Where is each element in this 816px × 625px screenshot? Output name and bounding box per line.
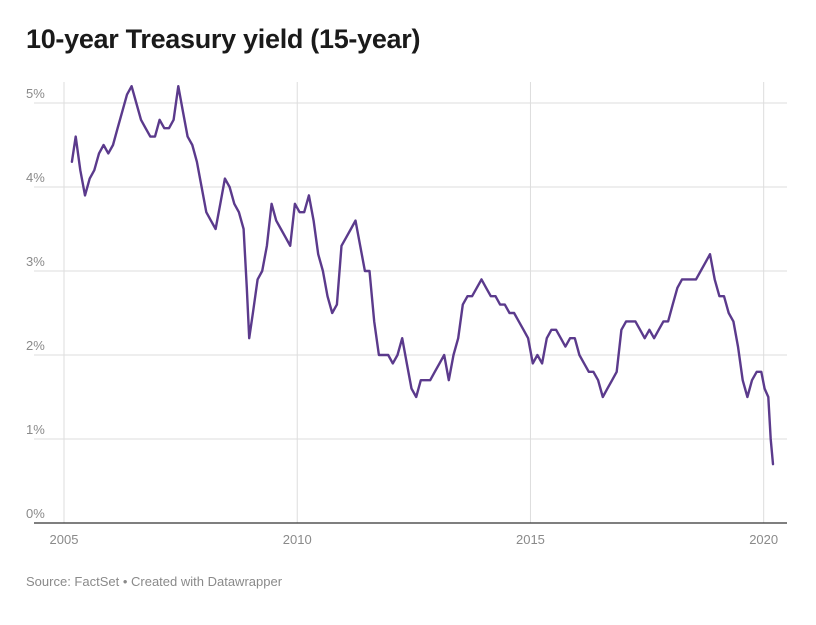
source-text: Source: FactSet (26, 574, 120, 589)
x-tick-label: 2015 (516, 532, 545, 547)
x-tick-label: 2020 (749, 532, 778, 547)
y-tick-label: 1% (26, 422, 45, 437)
chart-title: 10-year Treasury yield (15-year) (26, 24, 421, 54)
x-tick-label: 2005 (50, 532, 79, 547)
y-axis-tick-labels: 0% 1% 2% 3% 4% 5% (26, 86, 45, 521)
y-tick-label: 4% (26, 170, 45, 185)
x-tick-label: 2010 (283, 532, 312, 547)
yield-series-line (70, 85, 775, 466)
y-tick-label: 3% (26, 254, 45, 269)
chart-footer: Source: FactSet • Created with Datawrapp… (26, 574, 282, 589)
y-tick-label: 0% (26, 506, 45, 521)
y-tick-label: 5% (26, 86, 45, 101)
y-tick-label: 2% (26, 338, 45, 353)
gridlines (34, 82, 787, 523)
credit-text: Created with Datawrapper (131, 574, 283, 589)
footer-separator: • (119, 574, 131, 589)
x-axis-tick-labels: 2005 2010 2015 2020 (50, 532, 779, 547)
